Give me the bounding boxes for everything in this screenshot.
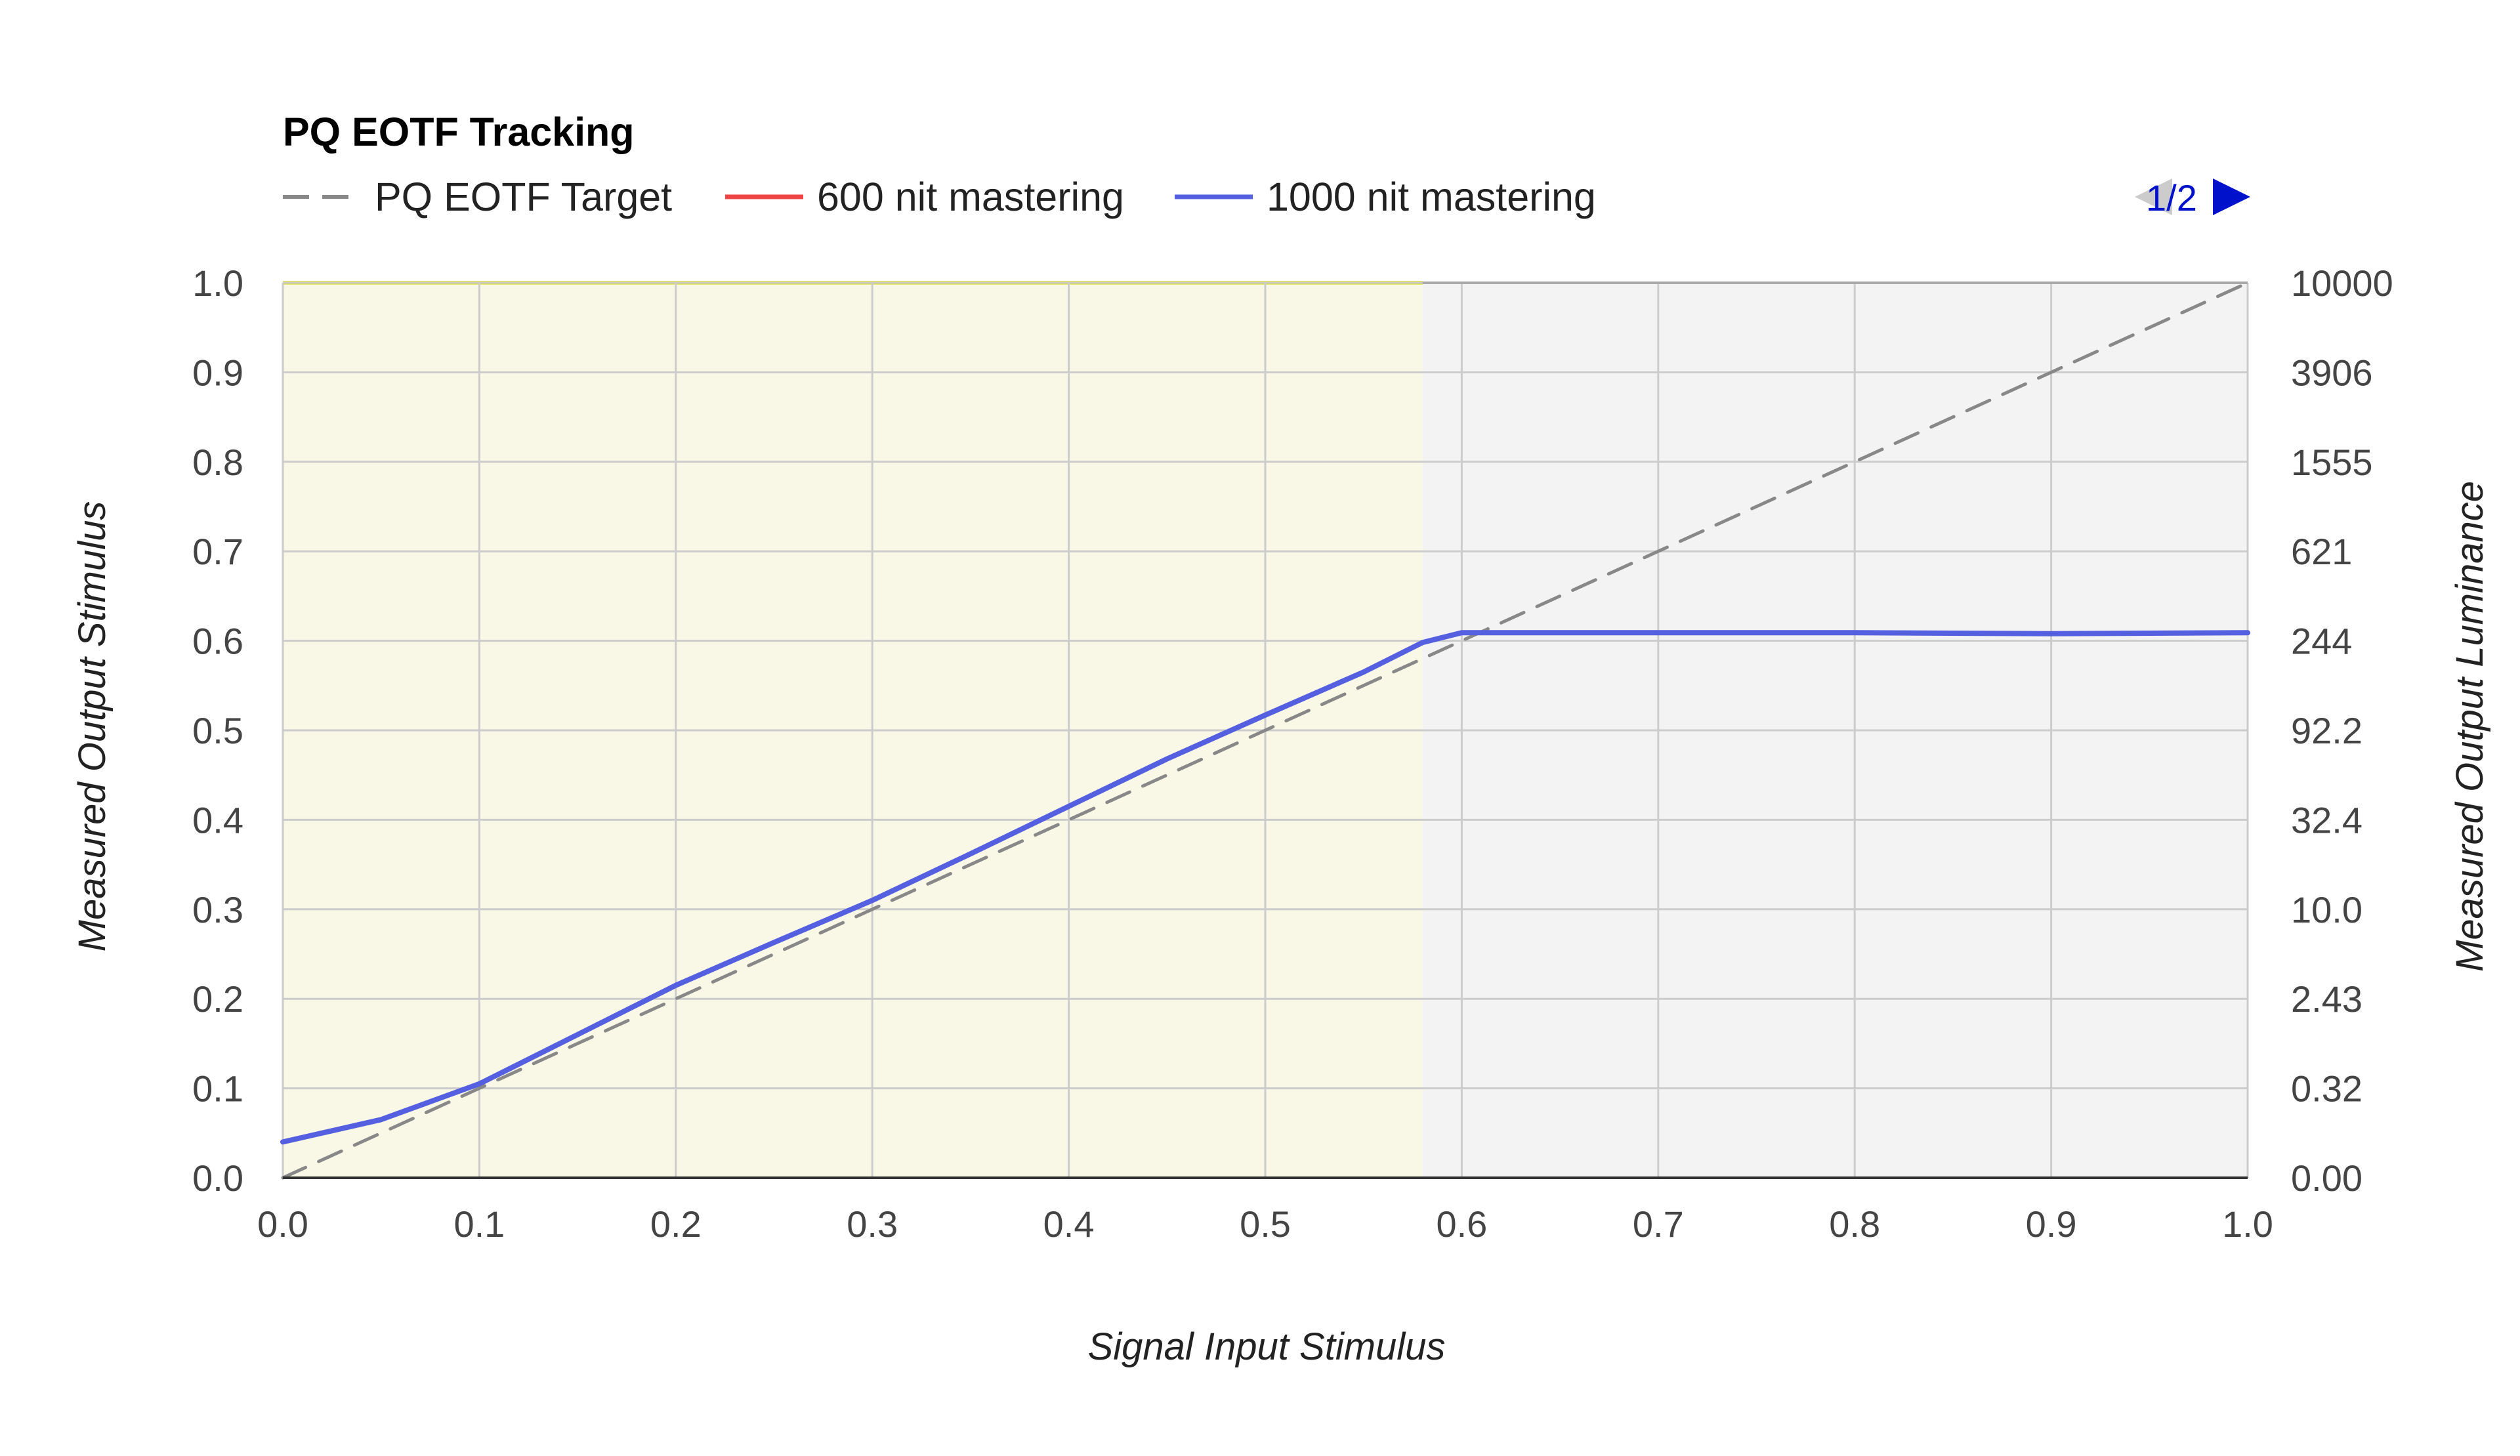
legend-label-1000nit: 1000 nit mastering — [1267, 175, 1596, 219]
y2-tick-label: 2.43 — [2291, 978, 2362, 1020]
plot-area — [280, 281, 2250, 1180]
y2-tick-label: 0.00 — [2291, 1157, 2362, 1199]
x-tick-label: 1.0 — [2222, 1203, 2273, 1245]
y-tick-label: 0.4 — [192, 799, 243, 841]
y-tick-label: 0.2 — [192, 978, 243, 1020]
series-line-2[interactable] — [280, 630, 2250, 1145]
pager-next-icon[interactable] — [2213, 178, 2250, 215]
pager-label: 1/2 — [2146, 177, 2197, 218]
y-tick-label: 0.5 — [192, 710, 243, 751]
x-axis-title: Signal Input Stimulus — [1088, 1325, 1446, 1368]
y-tick-label: 1.0 — [192, 262, 243, 304]
legend-item-600nit[interactable]: 600 nit mastering — [725, 175, 1124, 219]
y-tick-label: 0.3 — [192, 889, 243, 930]
legend-label-target: PQ EOTF Target — [375, 175, 672, 219]
x-axis-ticks: 0.0 0.1 0.2 0.3 0.4 0.5 0.6 0.7 0.8 0.9 1.0 — [257, 1203, 2273, 1245]
y2-tick-label: 32.4 — [2291, 799, 2362, 841]
legend: PQ EOTF Target 600 nit mastering 1000 ni… — [283, 175, 1596, 219]
x-tick-label: 0.1 — [453, 1203, 505, 1245]
y-tick-label: 0.6 — [192, 621, 243, 662]
series-layer — [280, 281, 2250, 1180]
y2-tick-label: 10.0 — [2291, 889, 2362, 930]
y2-tick-label: 244 — [2291, 621, 2352, 662]
legend-item-target[interactable]: PQ EOTF Target — [283, 175, 672, 219]
legend-pager: 1/2 — [2135, 177, 2250, 218]
x-tick-label: 0.3 — [847, 1203, 898, 1245]
y2-tick-label: 621 — [2291, 531, 2352, 572]
y2-tick-label: 10000 — [2291, 262, 2393, 304]
y2-tick-label: 1555 — [2291, 442, 2373, 483]
x-tick-label: 0.9 — [2026, 1203, 2077, 1245]
y2-tick-label: 3906 — [2291, 352, 2373, 393]
y-tick-label: 0.1 — [192, 1068, 243, 1110]
x-tick-label: 0.6 — [1436, 1203, 1487, 1245]
y2-axis-ticks: 0.00 0.32 2.43 10.0 32.4 92.2 244 621 1555 3906 10… — [2291, 262, 2393, 1199]
y-tick-label: 0.0 — [192, 1157, 243, 1199]
pager-prev-icon[interactable] — [2135, 178, 2172, 215]
y-axis-ticks: 0.0 0.1 0.2 0.3 0.4 0.5 0.6 0.7 0.8 0.9 1.0 — [192, 262, 243, 1199]
x-tick-label: 0.4 — [1043, 1203, 1095, 1245]
x-tick-label: 0.2 — [650, 1203, 702, 1245]
y2-axis-title: Measured Output Luminance — [2448, 481, 2491, 972]
y2-tick-label: 0.32 — [2291, 1068, 2362, 1110]
y2-tick-label: 92.2 — [2291, 710, 2362, 751]
series-line-0[interactable] — [281, 281, 2250, 1180]
x-tick-label: 0.7 — [1633, 1203, 1684, 1245]
x-tick-label: 0.0 — [257, 1203, 308, 1245]
x-tick-label: 0.5 — [1240, 1203, 1291, 1245]
legend-item-1000nit[interactable]: 1000 nit mastering — [1175, 175, 1596, 219]
y-tick-label: 0.7 — [192, 531, 243, 572]
x-tick-label: 0.8 — [1829, 1203, 1880, 1245]
legend-label-600nit: 600 nit mastering — [817, 175, 1124, 219]
y-tick-label: 0.8 — [192, 442, 243, 483]
y-axis-title: Measured Output Stimulus — [71, 501, 114, 952]
chart-title: PQ EOTF Tracking — [283, 110, 635, 154]
y-tick-label: 0.9 — [192, 352, 243, 393]
